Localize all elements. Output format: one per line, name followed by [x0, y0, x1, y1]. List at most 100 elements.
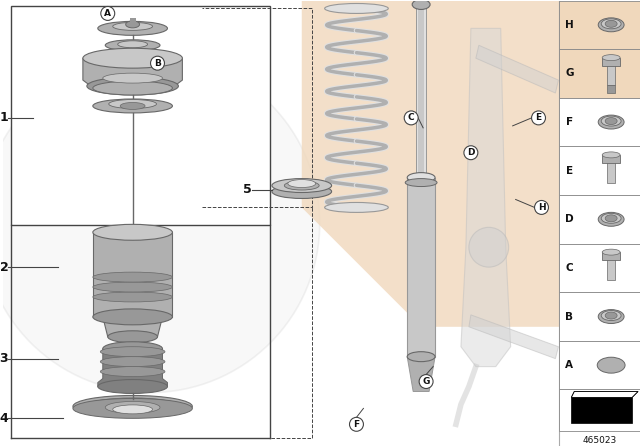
Bar [407, 177, 435, 357]
Ellipse shape [100, 357, 165, 366]
Bar [12, 6, 270, 225]
Bar [572, 397, 632, 423]
Bar [607, 85, 615, 93]
Ellipse shape [598, 18, 624, 32]
Ellipse shape [118, 41, 148, 48]
Ellipse shape [100, 347, 165, 357]
Text: G: G [422, 377, 430, 386]
Bar [559, 195, 640, 244]
Ellipse shape [98, 22, 168, 35]
Ellipse shape [108, 331, 157, 343]
Ellipse shape [602, 152, 620, 158]
Ellipse shape [120, 103, 145, 109]
Bar [3, 0, 556, 446]
Ellipse shape [598, 358, 624, 372]
Bar [559, 389, 640, 431]
Ellipse shape [605, 361, 617, 368]
Bar [559, 146, 640, 195]
Ellipse shape [93, 309, 172, 325]
Circle shape [419, 375, 433, 388]
Ellipse shape [601, 213, 621, 223]
Polygon shape [476, 45, 559, 93]
Bar [559, 0, 640, 49]
Text: 1: 1 [0, 112, 8, 125]
Bar [559, 292, 640, 341]
Text: H: H [538, 203, 545, 212]
Circle shape [150, 56, 164, 70]
Ellipse shape [601, 310, 621, 320]
Text: 2: 2 [0, 261, 8, 274]
Ellipse shape [284, 181, 319, 190]
Bar [559, 98, 640, 146]
Circle shape [532, 111, 545, 125]
Ellipse shape [601, 116, 621, 126]
Circle shape [534, 200, 548, 215]
Ellipse shape [105, 40, 160, 51]
Ellipse shape [602, 249, 620, 255]
Circle shape [349, 418, 364, 431]
Ellipse shape [405, 179, 437, 186]
Ellipse shape [598, 212, 624, 226]
Ellipse shape [324, 202, 388, 212]
Ellipse shape [113, 405, 152, 414]
Bar [602, 58, 620, 65]
Polygon shape [103, 317, 163, 337]
Ellipse shape [98, 379, 168, 393]
Ellipse shape [272, 185, 332, 198]
Bar [416, 0, 426, 177]
Ellipse shape [93, 292, 172, 302]
Ellipse shape [85, 398, 180, 415]
Polygon shape [98, 349, 168, 387]
Ellipse shape [598, 310, 624, 323]
Ellipse shape [597, 357, 625, 373]
Bar [607, 159, 615, 182]
Ellipse shape [100, 366, 165, 377]
Ellipse shape [73, 398, 193, 418]
Ellipse shape [103, 342, 163, 356]
Ellipse shape [93, 99, 172, 113]
Polygon shape [301, 0, 561, 327]
Text: G: G [565, 69, 573, 78]
Text: B: B [565, 311, 573, 322]
Polygon shape [407, 357, 435, 392]
Text: A: A [565, 360, 573, 370]
Circle shape [404, 111, 418, 125]
Ellipse shape [324, 4, 388, 13]
Ellipse shape [87, 77, 179, 95]
Bar [418, 0, 424, 177]
Text: B: B [154, 59, 161, 68]
Ellipse shape [93, 272, 172, 282]
Ellipse shape [407, 352, 435, 362]
Bar [602, 155, 620, 163]
Ellipse shape [105, 401, 160, 414]
Text: F: F [353, 420, 360, 429]
Text: E: E [536, 113, 541, 122]
Circle shape [0, 54, 319, 392]
Ellipse shape [113, 22, 152, 30]
Polygon shape [469, 315, 559, 359]
Polygon shape [83, 58, 182, 86]
Polygon shape [461, 28, 511, 366]
Text: F: F [566, 117, 573, 127]
Ellipse shape [83, 48, 182, 68]
Bar [607, 61, 615, 85]
Circle shape [464, 146, 478, 159]
Text: 5: 5 [243, 183, 252, 196]
Ellipse shape [601, 19, 621, 29]
Ellipse shape [605, 117, 617, 125]
Bar [130, 18, 136, 24]
Ellipse shape [272, 179, 332, 193]
Bar [607, 256, 615, 280]
Ellipse shape [93, 81, 172, 95]
Ellipse shape [605, 215, 617, 222]
Ellipse shape [93, 224, 172, 240]
Ellipse shape [125, 21, 140, 28]
Bar [559, 341, 640, 389]
Ellipse shape [598, 115, 624, 129]
Ellipse shape [412, 0, 430, 9]
Text: 4: 4 [0, 412, 8, 425]
Polygon shape [572, 392, 638, 397]
Ellipse shape [73, 396, 193, 418]
Circle shape [100, 6, 115, 21]
Ellipse shape [93, 282, 172, 292]
